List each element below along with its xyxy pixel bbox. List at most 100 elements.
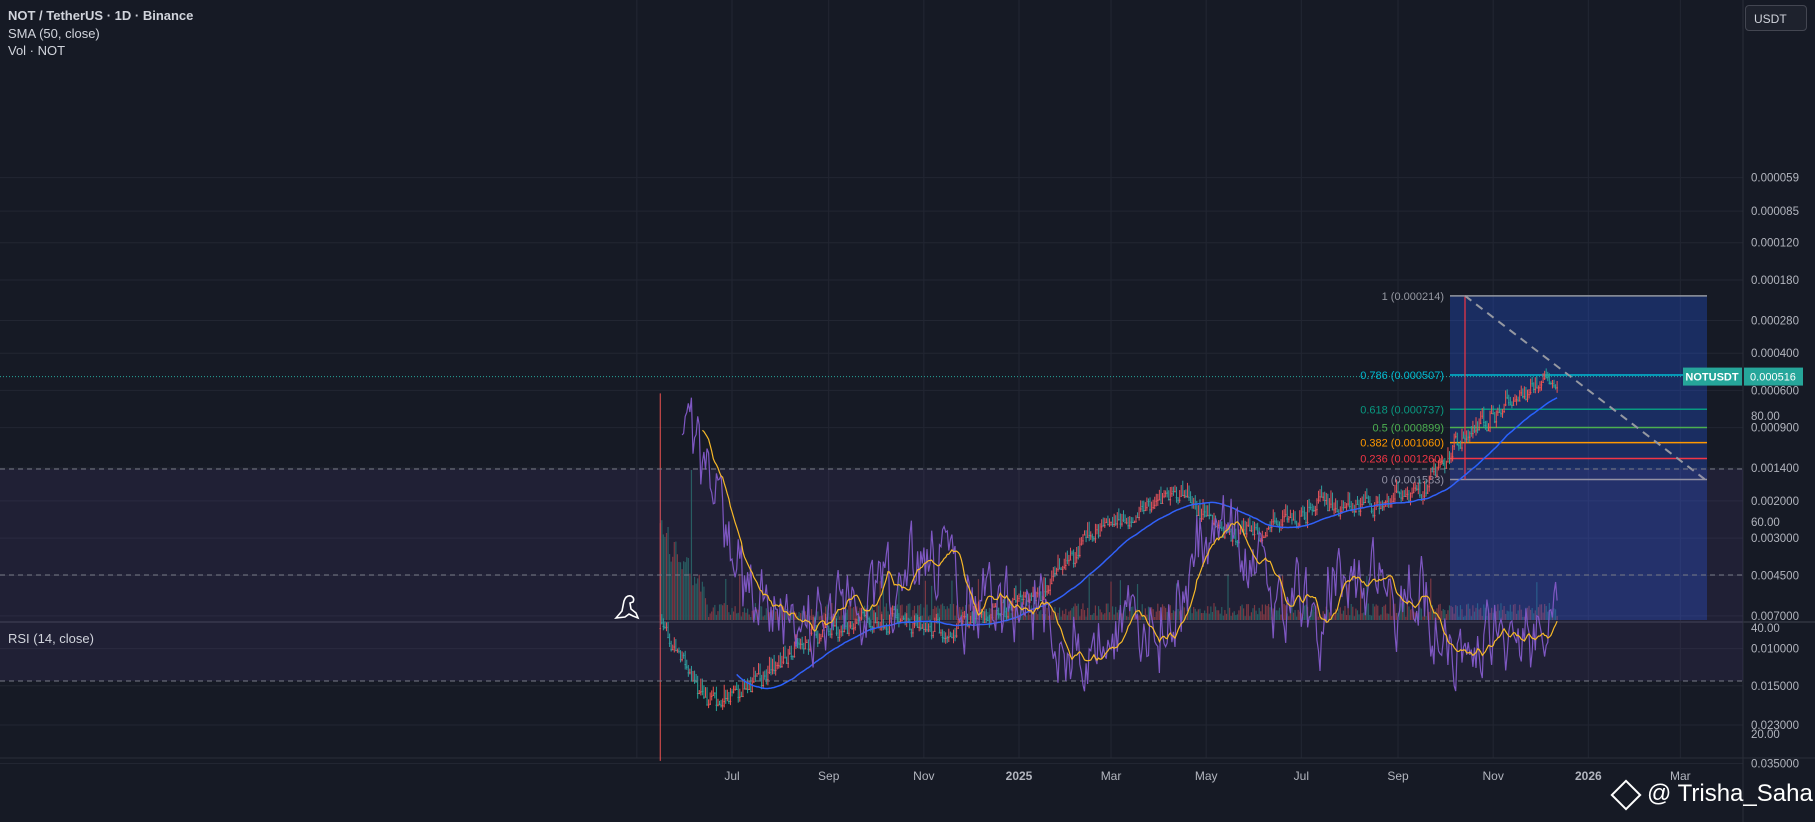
currency-button[interactable]: USDT xyxy=(1745,5,1807,31)
volume-bar xyxy=(959,607,961,620)
volume-bar xyxy=(817,611,819,620)
candle-body xyxy=(1281,524,1284,526)
candle-body xyxy=(782,661,785,663)
candle-body xyxy=(1016,600,1019,602)
volume-bar xyxy=(906,605,908,620)
candle-body xyxy=(706,704,708,706)
volume-bar xyxy=(1328,612,1330,620)
volume-bar xyxy=(1277,610,1279,620)
volume-bar xyxy=(709,613,711,620)
volume-bar xyxy=(1238,610,1240,620)
volume-bar xyxy=(1544,604,1546,620)
volume-bar xyxy=(835,615,838,620)
rsi-legend[interactable]: RSI (14, close) xyxy=(8,631,94,646)
price-axis-label: 0.035000 xyxy=(1751,759,1799,771)
time-axis-label: Mar xyxy=(1670,769,1691,783)
volume-bar xyxy=(1450,605,1452,620)
volume-bar xyxy=(1057,612,1059,620)
volume-bar xyxy=(1252,608,1254,620)
volume-bar xyxy=(711,611,713,620)
volume-bar xyxy=(1272,608,1274,620)
volume-bar xyxy=(952,603,955,620)
candle-body xyxy=(1093,538,1095,540)
volume-bar xyxy=(706,604,708,620)
volume-bar xyxy=(1285,605,1287,620)
rsi-line xyxy=(681,397,1558,692)
volume-bar xyxy=(1550,610,1552,620)
candle-body xyxy=(1150,509,1153,511)
candle-body xyxy=(1381,506,1384,508)
volume-legend[interactable]: Vol · NOT xyxy=(8,43,66,58)
volume-bar xyxy=(1286,613,1288,620)
candle-body xyxy=(1330,503,1332,505)
candle-body xyxy=(1473,430,1476,432)
rsi-ma-line xyxy=(702,429,1558,662)
candle-body xyxy=(748,688,750,690)
volume-bar xyxy=(1540,604,1543,620)
volume-bar xyxy=(1046,607,1048,620)
candle-body xyxy=(1040,600,1042,602)
candle-body xyxy=(949,636,952,638)
candle-body xyxy=(734,688,736,690)
candle-body xyxy=(1046,591,1048,593)
volume-bar xyxy=(1374,606,1376,620)
candle-body xyxy=(1554,387,1557,389)
candle-body xyxy=(820,638,822,640)
fib-level-label: 1 (0.000214) xyxy=(1382,291,1444,303)
candle-body xyxy=(1518,400,1521,402)
candle-body xyxy=(1314,510,1317,512)
candle-body xyxy=(1228,531,1231,533)
candle-body xyxy=(882,626,885,628)
candle-body xyxy=(983,621,986,623)
volume-bar xyxy=(675,541,677,620)
symbol-tag-bg xyxy=(1683,367,1742,386)
candle-body xyxy=(1138,517,1140,519)
candle-body xyxy=(1144,510,1147,512)
candle-body xyxy=(1032,595,1034,597)
volume-bar xyxy=(1406,604,1408,620)
volume-bar xyxy=(1495,611,1497,620)
volume-bar xyxy=(1444,610,1446,620)
candle-body xyxy=(1431,471,1434,473)
candle-body xyxy=(1294,521,1296,523)
volume-bar xyxy=(662,534,664,620)
candle-body xyxy=(943,637,945,639)
volume-bar xyxy=(1163,606,1165,620)
volume-bar xyxy=(1076,605,1078,620)
volume-bar xyxy=(700,591,702,620)
volume-bar xyxy=(1447,610,1449,620)
candle-body xyxy=(831,633,833,635)
volume-bar xyxy=(1292,612,1295,620)
candle-body xyxy=(1256,533,1259,535)
candle-body xyxy=(687,672,690,674)
volume-bar xyxy=(1356,610,1359,620)
candle-body xyxy=(1247,524,1250,526)
volume-bar xyxy=(849,603,852,620)
candle-body xyxy=(894,614,897,616)
candle-body xyxy=(1392,500,1395,502)
candle-body xyxy=(1205,515,1207,517)
volume-bar xyxy=(1166,611,1168,620)
candle-body xyxy=(735,688,738,690)
price-axis-label: 0.004500 xyxy=(1751,570,1799,582)
sma-legend[interactable]: SMA (50, close) xyxy=(8,26,100,41)
candle-body xyxy=(1333,509,1335,511)
candle-body xyxy=(952,637,955,639)
candle-body xyxy=(868,623,871,625)
volume-bar xyxy=(717,611,719,620)
volume-bar xyxy=(1297,609,1299,620)
candle-body xyxy=(1024,595,1027,597)
volume-bar xyxy=(1072,606,1075,620)
candle-body xyxy=(1531,383,1533,385)
price-axis-label: 0.010000 xyxy=(1751,644,1799,656)
candle-body xyxy=(1551,382,1554,384)
candle-body xyxy=(891,612,894,614)
volume-bar xyxy=(1141,604,1143,620)
symbol-legend[interactable]: NOT / TetherUS · 1D · Binance xyxy=(8,8,194,23)
candle-body xyxy=(1520,392,1523,394)
volume-bar xyxy=(809,615,811,620)
volume-bar xyxy=(1522,616,1524,620)
candle-body xyxy=(1479,422,1482,424)
candle-body xyxy=(1358,510,1360,512)
